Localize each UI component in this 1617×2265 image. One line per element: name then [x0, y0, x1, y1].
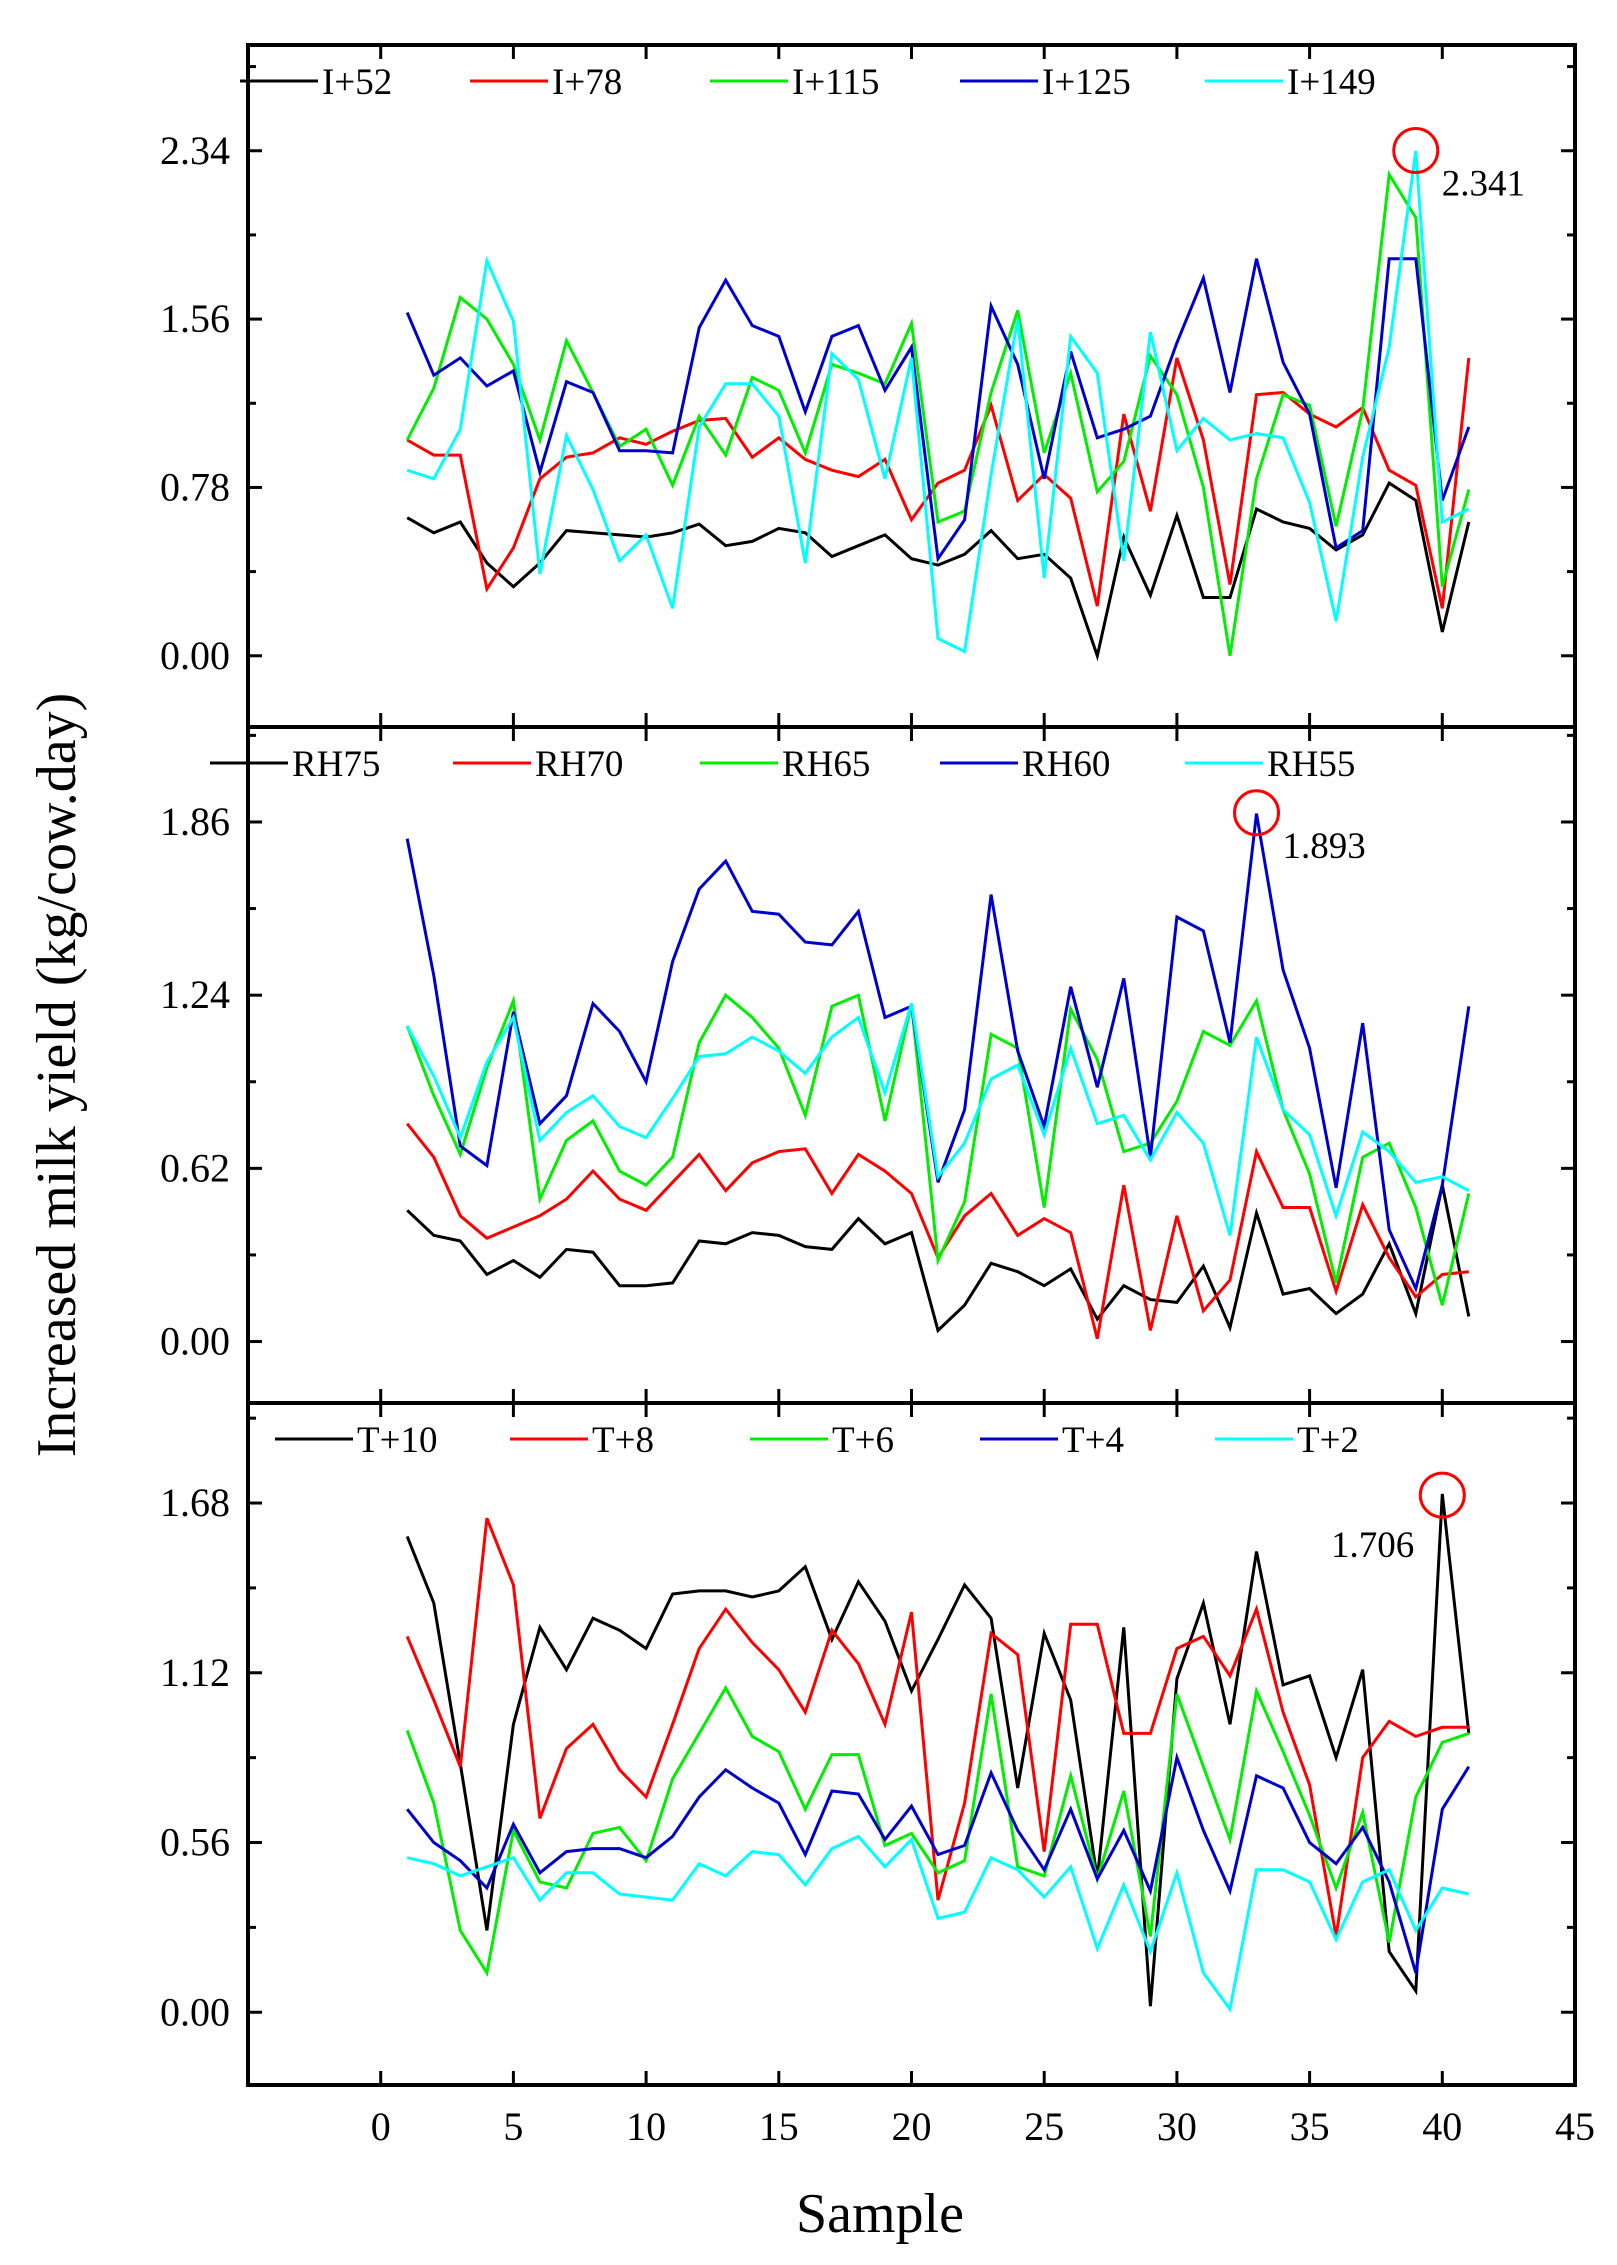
- x-tick-label: 0: [371, 2104, 391, 2149]
- legend-label: RH75: [292, 744, 380, 785]
- y-tick-label: 0.56: [160, 1820, 230, 1865]
- series-line-rh65: [405, 992, 1471, 1306]
- peak-value-label: 1.893: [1283, 826, 1366, 867]
- panel-3: 0.00 0.56 1.12 1.68 T+10 T+8 T+6 T+4 T+2 1.706: [160, 1401, 1577, 2087]
- x-tick-label: 35: [1290, 2104, 1330, 2149]
- series-line-rh70: [406, 1122, 1469, 1340]
- y-tick-label: 0.00: [160, 1319, 230, 1364]
- x-tick-label: 30: [1157, 2104, 1197, 2149]
- x-tick-label: 40: [1422, 2104, 1462, 2149]
- legend-label: I+78: [552, 62, 622, 103]
- series-line-rh55: [405, 1003, 1470, 1236]
- peak-value-label: 1.706: [1331, 1525, 1414, 1566]
- legend-label: RH65: [782, 744, 870, 785]
- series-line-iplus125: [405, 257, 1471, 563]
- panel-frame: [246, 1401, 1577, 2087]
- legend-label: T+10: [357, 1420, 437, 1461]
- x-tick-label: 25: [1024, 2104, 1064, 2149]
- legend-label: T+4: [1062, 1420, 1124, 1461]
- peak-highlight-circle: [1418, 1471, 1466, 1519]
- y-tick-label: 2.34: [160, 128, 230, 173]
- y-tick-label: 0.00: [160, 1989, 230, 2034]
- x-tick-label: 45: [1555, 2104, 1595, 2149]
- y-tick-label: 0.00: [160, 633, 230, 678]
- series-line-iplus52: [406, 480, 1471, 662]
- x-tick-label: 20: [892, 2104, 932, 2149]
- peak-highlight-circle: [1233, 789, 1281, 837]
- series-line-tplus4: [406, 1752, 1471, 1974]
- y-tick-label: 1.12: [160, 1650, 230, 1695]
- plot-area: 0.00 0.78 1.56 2.34 I+52 I+78 I+115 I+125 I+149 2…: [160, 43, 1577, 2087]
- panel-1: 0.00 0.78 1.56 2.34 I+52 I+78 I+115 I+125 I+149 2…: [160, 43, 1577, 729]
- series-line-tplus2: [406, 1834, 1470, 2013]
- legend-label: T+2: [1297, 1420, 1359, 1461]
- legend-label: I+125: [1042, 62, 1131, 103]
- y-tick-label: 1.68: [160, 1480, 230, 1525]
- y-axis-title: Increased milk yield (kg/cow.day): [26, 693, 88, 1458]
- y-tick-label: 1.86: [160, 799, 230, 844]
- series-line-tplus10: [405, 1493, 1471, 2007]
- peak-value-label: 2.341: [1442, 164, 1525, 205]
- legend-label: T+8: [592, 1420, 654, 1461]
- series-line-tplus6: [405, 1684, 1470, 1977]
- x-axis: 0 5 10 15 20 25 30 35 40 45: [371, 2104, 1595, 2149]
- series-line-iplus115: [405, 170, 1471, 657]
- x-tick-label: 15: [759, 2104, 799, 2149]
- series-line-iplus149: [406, 150, 1470, 654]
- legend-label: I+149: [1287, 62, 1376, 103]
- series-line-iplus78: [406, 357, 1471, 609]
- peak-highlight-circle: [1392, 127, 1440, 175]
- x-tick-label: 10: [626, 2104, 666, 2149]
- legend-label: RH70: [535, 744, 623, 785]
- series-line-rh60: [405, 813, 1471, 1294]
- legend-label: T+6: [832, 1420, 894, 1461]
- legend-label: RH60: [1022, 744, 1110, 785]
- y-tick-label: 0.78: [160, 464, 230, 509]
- x-axis-title: Sample: [796, 2183, 964, 2245]
- legend-label: I+115: [792, 62, 879, 103]
- series-line-rh75: [406, 1184, 1471, 1334]
- y-tick-label: 1.24: [160, 972, 230, 1017]
- legend-label: I+52: [322, 62, 392, 103]
- legend-label: RH55: [1267, 744, 1355, 785]
- y-tick-label: 0.62: [160, 1145, 230, 1190]
- y-tick-label: 1.56: [160, 296, 230, 341]
- x-tick-label: 5: [503, 2104, 523, 2149]
- series-line-tplus8: [405, 1517, 1469, 1937]
- panel-2: 0.00 0.62 1.24 1.86 RH75 RH70 RH65 RH60 RH55 1.89…: [160, 725, 1577, 1405]
